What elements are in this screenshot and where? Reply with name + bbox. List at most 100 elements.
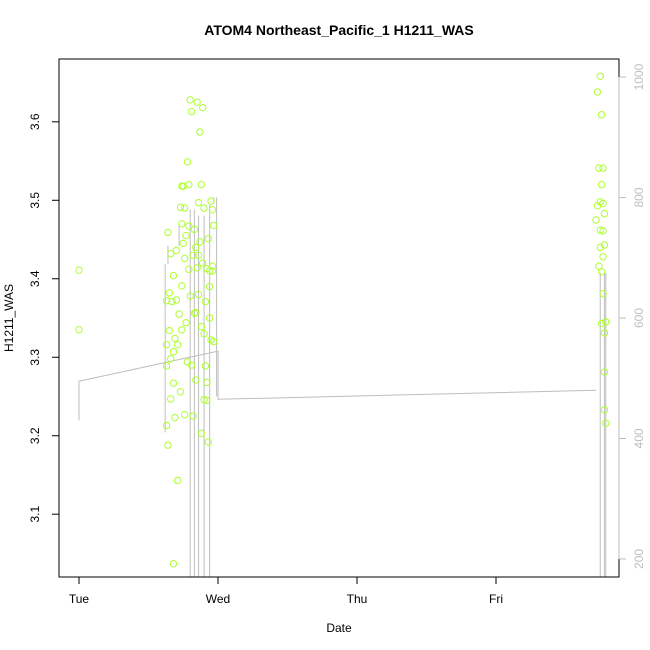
data-point	[173, 340, 182, 349]
y-tick-label: 3.6	[28, 113, 42, 130]
x-tick-label: Wed	[206, 592, 230, 606]
data-point	[164, 228, 172, 237]
data-point	[205, 282, 214, 291]
data-point	[193, 98, 201, 106]
altitude-trace	[78, 197, 607, 577]
data-point	[192, 308, 200, 317]
data-point	[199, 259, 207, 267]
data-point	[599, 164, 607, 172]
data-point	[205, 314, 214, 322]
data-point	[197, 429, 206, 438]
data-point	[173, 476, 182, 485]
data-point	[185, 265, 193, 274]
data-point	[599, 227, 607, 235]
data-point	[196, 238, 204, 246]
data-point	[180, 410, 189, 419]
data-point	[599, 253, 607, 261]
y2-tick-label: 400	[632, 428, 646, 448]
data-point	[597, 180, 606, 189]
data-point	[200, 329, 208, 338]
data-point	[210, 337, 218, 346]
data-point	[597, 319, 606, 328]
data-point	[196, 128, 204, 136]
data-point	[201, 297, 210, 306]
y2-tick-label: 200	[632, 549, 646, 569]
data-point	[183, 158, 192, 166]
data-point	[193, 264, 201, 272]
data-point	[186, 96, 194, 104]
y2-tick-label: 800	[632, 187, 646, 207]
data-point	[162, 297, 171, 305]
data-point	[600, 241, 609, 249]
data-point	[75, 326, 83, 334]
data-point	[204, 438, 212, 446]
data-point	[194, 251, 203, 259]
data-point	[165, 289, 174, 297]
data-point	[203, 378, 211, 387]
data-point	[592, 216, 600, 224]
data-point	[169, 271, 178, 280]
data-point	[600, 209, 609, 218]
data-point	[178, 282, 186, 290]
data-point	[187, 107, 196, 116]
data-point	[197, 322, 206, 331]
plot-frame	[58, 58, 620, 578]
x-axis: Tue Wed Thu Fri	[69, 576, 503, 606]
x-axis-label: Date	[326, 621, 352, 635]
data-point	[75, 266, 83, 274]
data-point	[172, 246, 181, 255]
y2-tick-label: 1000	[632, 63, 646, 90]
data-point	[186, 292, 194, 300]
data-point	[194, 290, 203, 299]
data-point	[599, 199, 607, 208]
x-tick-label: Fri	[489, 592, 503, 606]
data-point	[597, 267, 606, 276]
data-point	[167, 395, 175, 403]
data-point	[204, 235, 212, 243]
data-point	[201, 362, 210, 370]
y-tick-label: 3.1	[28, 506, 42, 523]
data-point	[179, 182, 187, 190]
data-point	[208, 267, 217, 275]
data-point	[203, 396, 211, 405]
data-point	[597, 111, 606, 119]
data-point	[197, 180, 206, 189]
y-tick-label: 3.3	[28, 349, 42, 366]
data-point	[189, 251, 197, 259]
data-point	[179, 239, 187, 248]
data-point	[167, 249, 175, 258]
data-point	[593, 88, 602, 96]
y2-axis: 200 400 600 800 1000	[618, 63, 646, 569]
y-axis: 3.1 3.2 3.3 3.4 3.5 3.6	[28, 113, 60, 523]
data-point	[600, 406, 609, 414]
data-point	[171, 334, 179, 343]
data-point	[169, 348, 178, 356]
data-point	[210, 221, 218, 230]
data-point	[182, 231, 190, 240]
data-point	[189, 412, 197, 420]
data-point	[185, 180, 193, 189]
data-point	[175, 310, 183, 318]
data-point	[208, 262, 217, 270]
data-point	[180, 204, 189, 212]
y2-tick-label: 600	[632, 308, 646, 328]
data-point	[190, 309, 199, 317]
data-point	[182, 319, 190, 327]
data-point	[599, 289, 607, 298]
y-tick-label: 3.2	[28, 427, 42, 444]
data-point	[162, 362, 171, 370]
data-point	[180, 254, 189, 263]
x-tick-label: Thu	[347, 592, 368, 606]
data-point	[207, 197, 215, 205]
data-point	[208, 205, 217, 214]
data-point	[190, 225, 199, 234]
data-point	[178, 326, 186, 334]
data-point	[167, 355, 175, 363]
data-point	[600, 329, 609, 337]
data-point	[596, 72, 604, 80]
data-point	[199, 103, 207, 112]
data-point	[194, 198, 203, 207]
x-tick-label: Tue	[69, 592, 90, 606]
trace-line	[78, 350, 597, 421]
